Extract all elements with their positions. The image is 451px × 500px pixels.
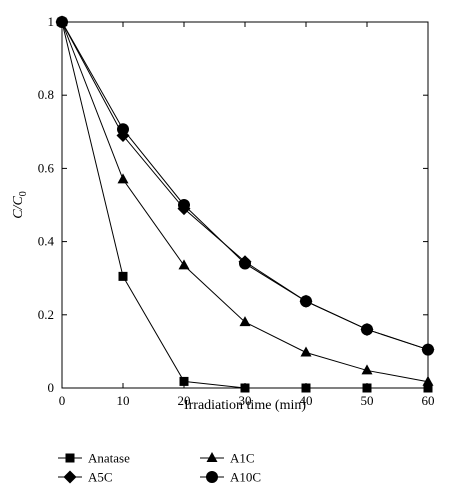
y-tick-label: 0.4 <box>38 234 55 249</box>
data-point-a10c <box>117 123 129 136</box>
legend-label: A5C <box>88 470 113 485</box>
series-line-anatase <box>61 21 428 389</box>
x-tick-label: 60 <box>422 393 435 408</box>
y-axis-label: C/C0 <box>11 191 29 219</box>
x-axis-label: Irradiation time (min) <box>184 398 306 413</box>
data-point-a10c <box>56 16 68 28</box>
axis-ticks: 0 10 20 30 40 50 60 0 0.2 0.4 0.6 0.8 1 <box>38 14 435 408</box>
y-axis-label-main: C/C <box>11 196 26 219</box>
y-tick-label: 0.6 <box>38 160 55 175</box>
y-axis-label-subscript: 0 <box>18 191 29 196</box>
series-line-a10c <box>61 21 429 351</box>
legend-label: A1C <box>230 451 255 466</box>
x-tick-label: 20 <box>178 393 191 408</box>
legend-marker-a10c <box>206 471 218 483</box>
data-point-a1c <box>117 173 129 184</box>
data-point-a10c <box>178 199 190 211</box>
legend-item-anatase: Anatase <box>58 451 130 466</box>
data-point-anatase <box>240 383 250 393</box>
data-point-a1c <box>361 364 373 375</box>
series-line-a1c <box>61 21 429 383</box>
data-point-a10c <box>239 257 251 270</box>
legend-item-a5c: A5C <box>58 470 113 485</box>
x-tick-label: 0 <box>59 393 66 408</box>
data-point-anatase <box>179 376 189 386</box>
legend-label: A10C <box>230 470 261 485</box>
legend: Anatase A1C A5C A10C <box>58 451 261 485</box>
legend-item-a1c: A1C <box>200 451 255 466</box>
legend-marker-a1c <box>206 452 218 462</box>
data-point-a1c <box>178 259 190 270</box>
plot-frame <box>61 21 429 389</box>
data-point-a1c <box>300 346 312 357</box>
data-point-a1c <box>422 375 434 386</box>
x-tick-label: 10 <box>117 393 130 408</box>
series-markers <box>55 15 435 393</box>
legend-marker-a5c <box>63 470 77 484</box>
data-point-anatase <box>362 383 372 393</box>
y-tick-label: 0 <box>48 380 55 395</box>
data-point-a10c <box>422 343 434 356</box>
data-point-anatase <box>423 383 433 393</box>
data-point-a10c <box>300 295 312 308</box>
legend-marker-anatase <box>65 453 75 463</box>
y-tick-label: 1 <box>48 14 55 29</box>
x-tick-label: 40 <box>300 393 313 408</box>
y-tick-label: 0.2 <box>38 307 54 322</box>
data-point-anatase <box>301 383 311 393</box>
data-point-a1c <box>239 316 251 327</box>
x-tick-label: 30 <box>239 393 252 408</box>
y-tick-label: 0.8 <box>38 87 54 102</box>
legend-item-a10c: A10C <box>200 470 261 485</box>
series-lines <box>61 21 429 389</box>
legend-label: Anatase <box>88 451 130 466</box>
data-point-anatase <box>118 271 128 281</box>
series-line-a5c <box>61 21 429 351</box>
data-point-a10c <box>361 323 373 336</box>
x-tick-label: 50 <box>361 393 374 408</box>
